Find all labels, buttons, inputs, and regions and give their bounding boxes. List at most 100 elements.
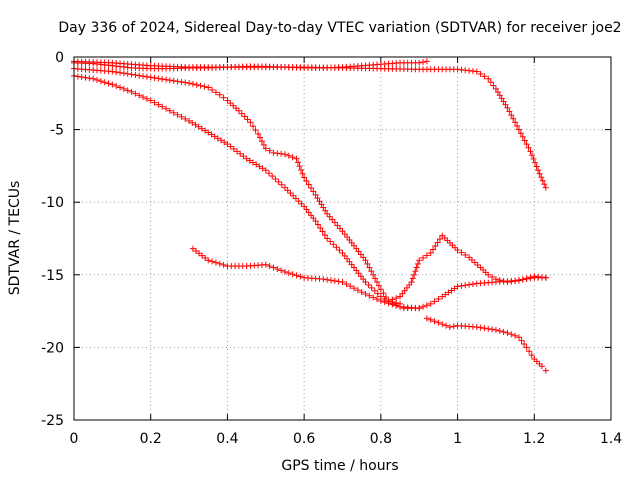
data-point-track-e [205,257,212,264]
data-point-track-f [489,273,496,280]
data-point-track-e [274,265,281,272]
data-point-track-e [423,302,430,309]
data-point-track-b [528,152,535,159]
data-point-track-d [336,247,343,254]
data-point-track-e [209,258,216,265]
data-point-track-f [500,278,507,285]
data-point-track-d [324,235,331,242]
x-tick-label: 0.2 [140,431,162,447]
data-point-track-e [393,302,400,309]
data-point-track-c [262,145,269,152]
data-point-track-d [170,109,177,116]
data-point-track-e [266,263,273,270]
data-point-track-c [235,107,242,114]
data-point-track-b [527,148,534,155]
data-point-track-c [201,83,208,90]
data-point-track-b [523,141,530,148]
tick-labels: 0 0.2 0.4 0.6 0.8 1 1.2 1.4 0 -5 -10 -15 -20 -25 [41,50,622,447]
data-point-track-c [252,127,259,134]
data-point-track-c [205,84,212,91]
data-point-track-e [420,303,427,310]
x-tick-label: 1.2 [523,431,545,447]
data-point-track-d [208,131,215,138]
data-point-track-g [526,348,533,355]
data-point-track-d [101,79,108,86]
data-point-track-b [492,85,499,92]
data-point-track-a [416,59,423,66]
data-point-track-e [377,297,384,304]
data-point-track-b [508,112,515,119]
data-point-track-e [202,254,209,261]
x-tick-label: 1.4 [600,431,622,447]
data-point-track-d [262,167,269,174]
data-point-track-d [86,75,93,82]
data-point-track-c [117,69,124,76]
data-point-track-c [326,213,333,220]
data-point-track-c [316,198,323,205]
data-point-track-c [324,210,331,217]
data-point-track-d [155,101,162,108]
data-point-track-d [246,157,253,164]
data-point-track-g [542,367,549,374]
data-point-track-c [120,70,127,77]
data-point-track-f [420,254,427,261]
data-point-track-d [374,290,381,297]
data-point-track-c [303,178,310,185]
data-point-track-f [385,297,392,304]
data-point-track-e [278,267,285,274]
data-point-track-c [296,163,303,170]
data-point-track-e [343,281,350,288]
data-point-track-b [496,92,503,99]
data-point-track-g [492,326,499,333]
data-point-track-b [485,75,492,82]
data-point-track-f [519,276,526,283]
data-point-track-f [436,236,443,243]
data-point-track-b [500,98,507,105]
data-point-track-c [193,81,200,88]
data-point-track-c [147,74,154,81]
data-point-track-c [151,74,158,81]
data-point-track-b [532,159,539,166]
data-point-track-f [427,250,434,257]
data-point-track-d [317,225,324,232]
data-point-track-c [178,78,185,85]
data-point-track-c [314,195,321,202]
data-point-track-f [409,275,416,282]
y-tick-label: -25 [41,413,64,429]
data-point-track-b [498,95,505,102]
data-point-track-f [393,295,400,302]
data-point-track-g [443,322,450,329]
data-point-track-d [109,81,116,88]
data-point-track-d [287,190,294,197]
data-point-track-d [178,113,185,120]
data-point-track-e [281,268,288,275]
data-point-track-c [224,97,231,104]
data-point-track-g [523,344,530,351]
data-point-track-g [518,337,525,344]
data-point-track-g [435,319,442,326]
data-point-track-c [159,76,166,83]
data-point-track-c [155,75,162,82]
data-point-track-c [310,188,317,195]
data-point-track-e [192,247,199,254]
data-point-track-c [266,147,273,154]
data-point-track-d [319,228,326,235]
data-point-track-e [454,283,461,290]
data-point-track-g [500,328,507,335]
data-point-track-f [389,296,396,303]
y-axis-label: SDTVAR / TECUs [7,181,23,296]
data-point-track-d [211,133,218,140]
data-point-track-d [240,153,247,160]
data-point-track-d [253,161,260,168]
data-point-track-c [241,113,248,120]
data-point-track-d [166,107,173,114]
data-point-track-d [330,241,337,248]
data-point-track-b [512,119,519,126]
data-point-track-f [542,274,549,281]
data-point-track-c [329,216,336,223]
data-point-track-c [220,94,227,101]
data-point-track-f [432,243,439,250]
data-point-track-d [182,115,189,122]
data-point-track-c [366,264,373,271]
